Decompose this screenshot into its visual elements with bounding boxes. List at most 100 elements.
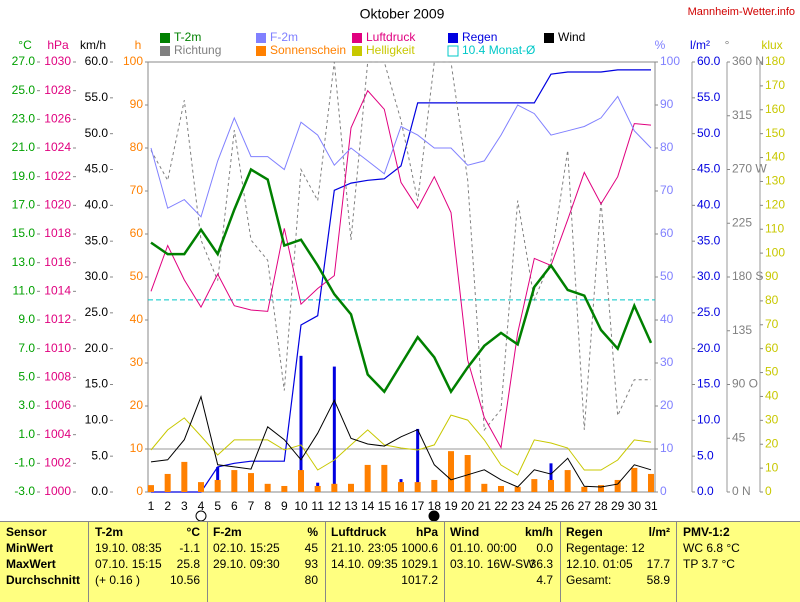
y-tick-label: 5.0 [91, 448, 108, 462]
bar [598, 485, 604, 492]
y-tick-label: 135 [732, 323, 752, 337]
y-tick-label: 15.0 [85, 377, 109, 391]
table-cell: 03.10. 16W-SW [450, 557, 535, 571]
bar [264, 483, 271, 492]
table-cell: 19.10. 08:35 [95, 541, 162, 555]
legend-label: Luftdruck [366, 30, 416, 44]
table-cell: 80 [304, 573, 318, 587]
y-tick-label: 270 W [732, 162, 767, 176]
y-tick-label: 3.0 [18, 398, 35, 412]
y-tick-label: 60 [660, 226, 674, 240]
table-header: km/h [524, 525, 553, 539]
y-tick-label: 180 [765, 54, 785, 68]
y-tick-label: 100 [765, 245, 785, 259]
table-cell: 29.10. 09:30 [213, 557, 280, 571]
y-tick-label: 60.0 [85, 54, 109, 68]
y-tick-label: 40.0 [697, 198, 721, 212]
y-tick-label: 160 [765, 102, 785, 116]
legend-swatch [447, 45, 459, 57]
bar [348, 483, 354, 492]
plot-frame [147, 61, 656, 493]
bar [531, 479, 538, 492]
x-tick-label: 12 [328, 499, 342, 513]
table-cell: 01.10. 00:00 [450, 541, 517, 555]
x-tick-label: 7 [248, 499, 255, 513]
y-tick-label: 1024 [44, 140, 71, 154]
bar [298, 470, 304, 492]
y-tick-label: 0 [765, 484, 772, 498]
y-tick-label: 1028 [44, 83, 71, 97]
table-cell: Regentage: 12 [566, 541, 645, 555]
y-tick-label: 1012 [44, 312, 71, 326]
y-tick-label: 1.0 [18, 427, 35, 441]
legend-swatch [448, 33, 458, 43]
axis-unit: h [135, 38, 142, 52]
y-tick-label: 90 O [732, 377, 758, 391]
y-tick-label: 1010 [44, 341, 71, 355]
y-tick-label: 13.0 [12, 255, 36, 269]
x-tick-label: 28 [594, 499, 608, 513]
column-divider [560, 522, 561, 602]
y-tick-label: 10 [130, 441, 144, 455]
y-tick-label: 35.0 [697, 233, 721, 247]
y-tick-label: 1016 [44, 255, 71, 269]
bar [648, 473, 654, 492]
table-header: Sensor [6, 525, 47, 539]
legend-label: T-2m [174, 30, 201, 44]
y-tick-label: 10.0 [85, 413, 109, 427]
legend-swatch [544, 33, 554, 43]
bar [464, 455, 471, 492]
legend-label: Sonnenschein [270, 43, 346, 57]
column-divider [676, 522, 677, 602]
y-tick-label: 60.0 [697, 54, 721, 68]
series-line [150, 395, 652, 488]
table-cell: 1017.2 [401, 573, 438, 587]
table-cell: 10.56 [169, 573, 200, 587]
y-tick-label: -3.0 [14, 484, 35, 498]
bar [216, 466, 220, 492]
x-tick-label: 2 [164, 499, 171, 513]
axis-unit: km/h [80, 38, 106, 52]
y-tick-label: 17.0 [12, 198, 36, 212]
y-tick-label: 70 [130, 183, 144, 197]
y-tick-label: 5.0 [18, 370, 35, 384]
bar [364, 464, 371, 492]
y-tick-label: 0 [136, 484, 143, 498]
y-tick-label: 25.0 [85, 305, 109, 319]
table-header: °C [186, 525, 200, 539]
x-tick-label: 31 [644, 499, 658, 513]
y-tick-label: 27.0 [12, 54, 36, 68]
chart-title: Oktober 2009 [360, 6, 445, 22]
legend-label: Helligkeit [366, 43, 415, 57]
x-tick-label: 15 [378, 499, 392, 513]
x-tick-label: 21 [478, 499, 492, 513]
axis-unit: °C [18, 38, 32, 52]
legend-label: 10.4 Monat-Ø [462, 43, 535, 57]
axis-unit: ° [725, 38, 730, 52]
full-moon-icon [195, 510, 207, 521]
y-tick-label: 90 [660, 97, 674, 111]
y-tick-label: 90 [765, 269, 779, 283]
y-tick-label: 10 [660, 441, 674, 455]
axis-unit: klux [761, 38, 782, 52]
y-tick-label: 1000 [44, 484, 71, 498]
legend-label: F-2m [270, 30, 298, 44]
legend-swatch [352, 46, 362, 56]
y-tick-label: 11.0 [13, 284, 36, 298]
axis-unit: hPa [47, 38, 69, 52]
y-tick-label: 50.0 [85, 126, 109, 140]
table-cell: Durchschnitt [6, 573, 81, 587]
bar [164, 473, 171, 492]
y-tick-label: 30 [130, 355, 144, 369]
x-tick-label: 27 [578, 499, 592, 513]
bar [314, 485, 321, 492]
legend-swatch [352, 33, 362, 43]
table-cell: MinWert [6, 541, 54, 555]
table-cell: 58.9 [646, 573, 670, 587]
x-tick-label: 30 [628, 499, 642, 513]
x-tick-label: 22 [494, 499, 508, 513]
x-tick-label: 16 [394, 499, 408, 513]
x-tick-label: 25 [544, 499, 558, 513]
y-tick-label: 1006 [44, 398, 71, 412]
y-tick-label: 30 [765, 413, 779, 427]
